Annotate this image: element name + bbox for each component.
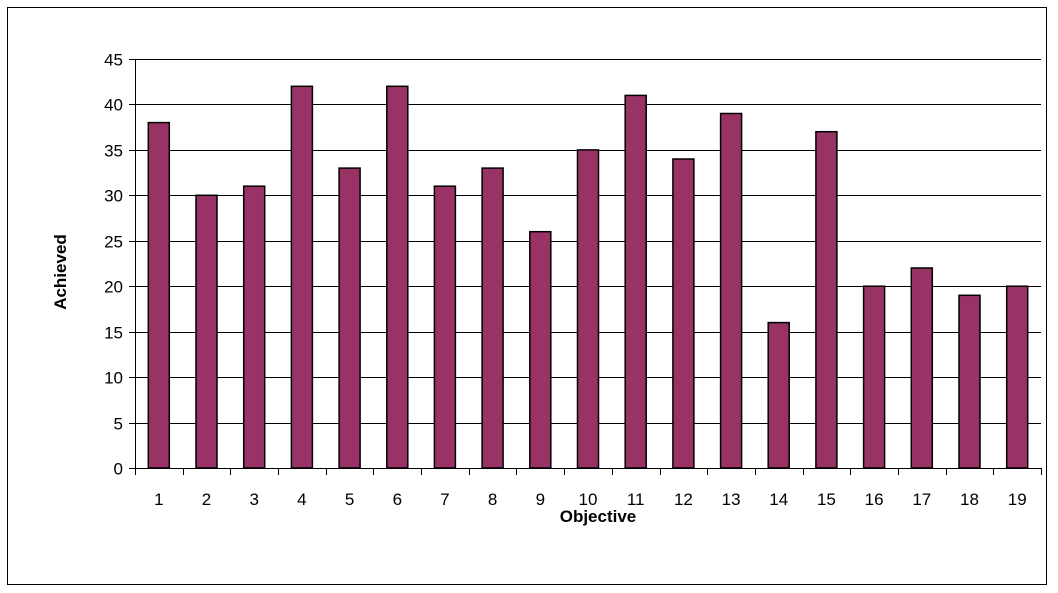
y-tick-label: 45	[104, 51, 123, 70]
bar	[195, 194, 218, 469]
bar	[576, 149, 600, 469]
y-tick-label: 5	[114, 415, 123, 434]
x-tick-label: 3	[249, 490, 258, 509]
x-tick-label: 1	[154, 490, 163, 509]
y-tick-label: 20	[104, 278, 123, 297]
x-tick-label: 16	[865, 490, 884, 509]
x-tick-label: 13	[722, 490, 741, 509]
y-tick-label: 30	[104, 187, 123, 206]
x-tick-label: 15	[817, 490, 836, 509]
bar	[338, 167, 361, 469]
x-tick-label: 8	[488, 490, 497, 509]
x-tick-label: 11	[627, 490, 645, 509]
bar	[672, 158, 695, 469]
bar	[529, 230, 552, 469]
bar	[862, 285, 886, 469]
y-tick-label: 40	[104, 96, 123, 115]
x-tick-label: 12	[674, 490, 693, 509]
bar	[958, 294, 981, 469]
bar	[815, 130, 838, 469]
x-tick-label: 19	[1008, 490, 1027, 509]
x-tick-label: 7	[440, 490, 449, 509]
bar	[1005, 285, 1029, 469]
x-tick-label: 18	[960, 490, 979, 509]
bar	[910, 267, 934, 469]
x-tick-label: 5	[345, 490, 354, 509]
bar	[242, 185, 266, 469]
x-tick-label: 6	[393, 490, 402, 509]
x-tick-label: 2	[202, 490, 211, 509]
x-tick-label: 9	[536, 490, 545, 509]
bar	[767, 321, 790, 469]
y-axis-title: Achieved	[51, 234, 70, 310]
bar	[433, 185, 457, 469]
bars	[147, 85, 1029, 469]
y-tick-label: 25	[104, 233, 123, 252]
bar	[481, 167, 504, 469]
bar	[147, 121, 171, 469]
x-tick-label: 17	[912, 490, 931, 509]
y-tick-label: 0	[114, 460, 123, 479]
axes	[129, 59, 1042, 475]
y-tick-label: 10	[104, 369, 123, 388]
x-axis-title: Objective	[560, 507, 637, 526]
x-tick-label: 4	[297, 490, 306, 509]
y-tick-label: 15	[104, 324, 123, 343]
bar	[290, 85, 314, 469]
x-tick-label: 10	[579, 490, 598, 509]
bar	[624, 94, 647, 469]
y-tick-label: 35	[104, 142, 123, 161]
bar	[719, 112, 743, 469]
x-tick-label: 14	[769, 490, 788, 509]
bar	[386, 85, 409, 469]
